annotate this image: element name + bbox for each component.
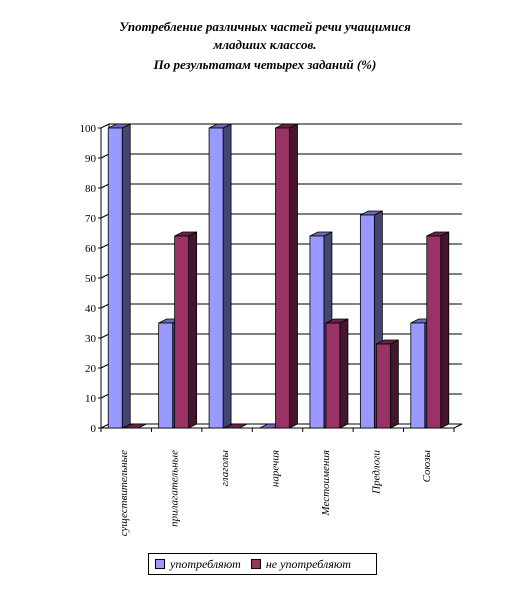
y-tick-label-7: 70 <box>85 213 97 225</box>
bar-2-0 <box>124 423 147 429</box>
x-category-label-1: прилагательные <box>169 450 181 527</box>
bar-2-4 <box>325 318 349 429</box>
grid-depth-3 <box>100 333 110 339</box>
grid-depth-9 <box>100 153 110 159</box>
grid-depth-4 <box>100 303 110 309</box>
y-tick-label-4: 40 <box>85 303 97 315</box>
chart-title-line-3: По результатам четырех заданий (%) <box>153 57 377 72</box>
bar-2-3 <box>275 123 298 429</box>
grid-depth-10 <box>100 123 110 129</box>
chart-title-line-1: Употребление различных частей речи учащи… <box>119 19 411 34</box>
grid-depth-7 <box>100 213 110 219</box>
grid-depth-6 <box>100 243 110 249</box>
bar-2-2 <box>224 423 248 429</box>
grid-depth-8 <box>100 183 110 189</box>
y-tick-label-2: 20 <box>85 363 97 375</box>
legend: употребляют не употребляют <box>148 553 377 575</box>
legend-swatch-series-2 <box>250 559 261 569</box>
legend-label-series-1: употребляют <box>170 556 241 571</box>
legend-item-series-1: употребляют <box>155 557 241 572</box>
bar-2-6 <box>426 231 450 429</box>
bar-1-2 <box>208 123 232 429</box>
legend-swatch-series-1 <box>155 559 165 569</box>
x-category-label-3: наречия <box>270 450 282 487</box>
x-category-label-6: Союзы <box>421 449 433 482</box>
grid-depth-0 <box>100 423 110 429</box>
grid-depth-1 <box>100 393 110 399</box>
y-tick-label-5: 50 <box>85 273 97 285</box>
bar-2-5 <box>375 339 399 429</box>
x-category-label-4: Местоимения <box>320 450 332 517</box>
bar-1-0 <box>107 123 131 429</box>
bar-2-1 <box>174 231 198 429</box>
y-tick-label-6: 60 <box>85 243 97 255</box>
y-tick-label-8: 80 <box>85 183 97 195</box>
x-category-label-5: Предлоги <box>370 450 382 495</box>
grid-depth-5 <box>100 273 110 279</box>
grid-depth-2 <box>100 363 110 369</box>
y-tick-label-9: 90 <box>85 153 97 165</box>
x-category-label-0: существительные <box>118 450 130 536</box>
y-tick-label-0: 0 <box>91 423 97 435</box>
chart-title-line-2: младших классов. <box>213 37 317 52</box>
floor-edge <box>453 423 463 429</box>
y-tick-label-3: 30 <box>85 333 97 345</box>
legend-item-series-2: не употребляют <box>250 556 351 572</box>
legend-label-series-2: не употребляют <box>265 556 351 571</box>
y-tick-label-10: 100 <box>80 123 97 135</box>
x-category-label-2: глаголы <box>219 449 231 486</box>
y-tick-label-1: 10 <box>85 393 97 405</box>
